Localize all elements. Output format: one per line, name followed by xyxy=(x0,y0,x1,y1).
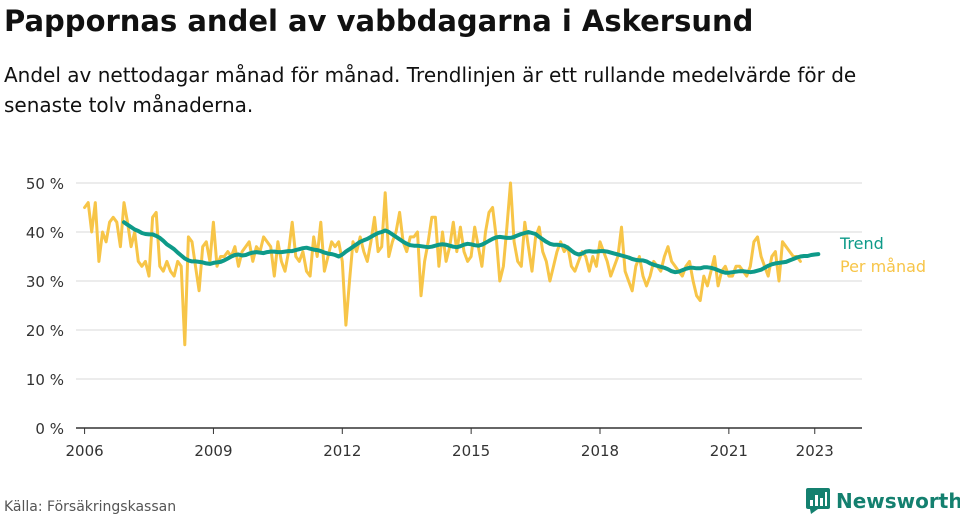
source-note: Källa: Försäkringskassan xyxy=(4,499,177,515)
brand-logo[interactable]: Newsworthy xyxy=(806,488,960,514)
series-line-trend xyxy=(122,220,821,275)
series-label-monthly: Per månad xyxy=(840,257,926,276)
x-tick-label: 2018 xyxy=(581,442,619,460)
grid-layer xyxy=(76,182,862,429)
label-layer: Trend Per månad xyxy=(839,234,926,276)
y-tick-label: 20 % xyxy=(26,322,64,340)
y-tick-label: 40 % xyxy=(26,224,64,242)
x-tick-label: 2015 xyxy=(452,442,490,460)
y-tick-label: 0 % xyxy=(35,420,64,438)
y-tick-label: 10 % xyxy=(26,371,64,389)
newsworthy-logo-icon xyxy=(806,488,830,514)
x-tick-label: 2012 xyxy=(323,442,361,460)
series-label-trend: Trend xyxy=(839,234,884,253)
chart-title: Pappornas andel av vabbdagarna i Askersu… xyxy=(4,4,754,38)
series-line-monthly xyxy=(83,181,802,347)
x-tick-label: 2021 xyxy=(710,442,748,460)
brand-name: Newsworthy xyxy=(836,489,960,513)
x-tick-label: 2009 xyxy=(194,442,232,460)
y-tick-label: 50 % xyxy=(26,175,64,193)
y-tick-label: 30 % xyxy=(26,273,64,291)
x-tick-label: 2023 xyxy=(796,442,834,460)
axis-layer: 0 % 10 % 20 % 30 % 40 % 50 % 2006 2009 2012 2015 2… xyxy=(26,175,834,460)
series-layer xyxy=(83,181,821,347)
x-tick-label: 2006 xyxy=(65,442,103,460)
chart-subtitle: Andel av nettodagar månad för månad. Tre… xyxy=(4,63,857,117)
